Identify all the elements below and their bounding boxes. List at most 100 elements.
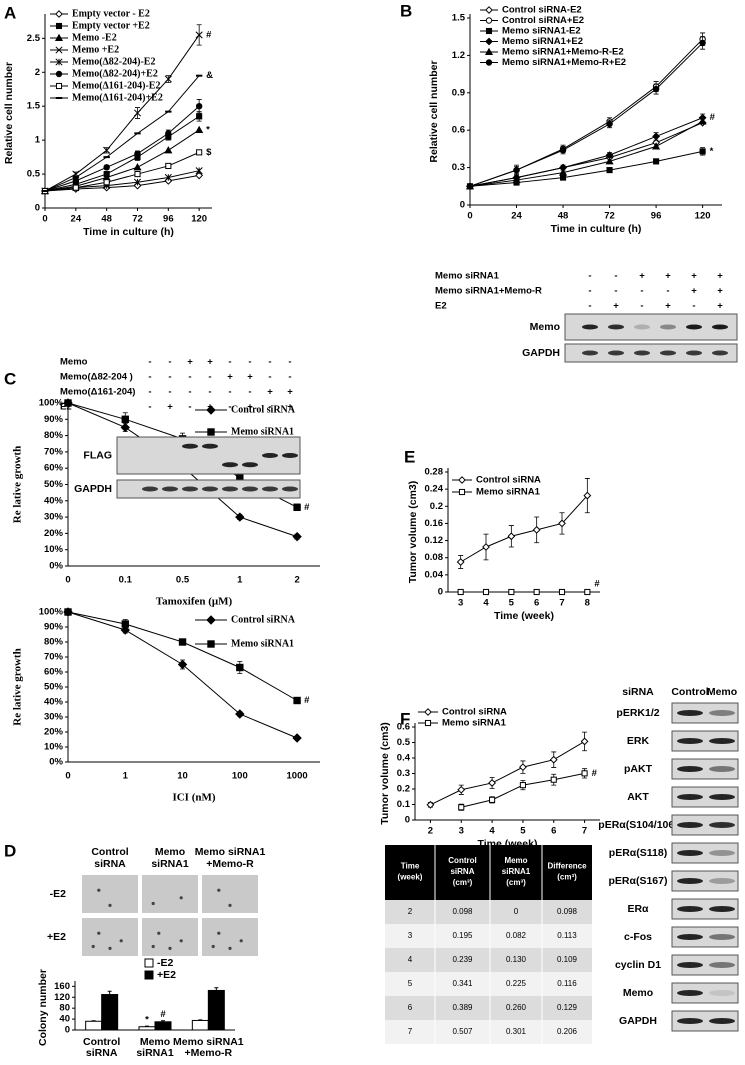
blot-band [709, 850, 735, 856]
marker [482, 543, 490, 551]
condition-sign: - [248, 357, 251, 368]
image-column-label: +Memo-R [206, 858, 254, 870]
table-cell: 4 [408, 955, 413, 964]
annotation: # [710, 112, 716, 123]
y-tick-label: 2 [35, 67, 40, 78]
blot-panel [671, 898, 739, 920]
colony [217, 931, 221, 935]
condition-sign: - [692, 301, 695, 312]
marker [508, 588, 515, 596]
blot-panel [671, 954, 739, 976]
y-tick-label: 40 [59, 1014, 70, 1025]
marker [55, 10, 63, 18]
marker [178, 638, 187, 646]
marker [580, 737, 589, 746]
condition-sign: - [208, 372, 211, 383]
marker [133, 109, 142, 117]
condition-sign: + [247, 402, 253, 413]
marker [195, 125, 204, 134]
marker [206, 615, 216, 625]
legend-label: Memo siRNA1-E2 [502, 26, 581, 37]
condition-label: Memo(Δ82-204 ) [60, 372, 133, 383]
marker [485, 59, 493, 66]
annotation: # [304, 695, 310, 706]
series-line [469, 42, 703, 187]
condition-sign: - [640, 286, 643, 297]
y-tick-label: 60% [44, 463, 64, 474]
x-tick-label: 120 [191, 214, 207, 225]
blot-header: Memo [707, 686, 737, 698]
legend-label: Control siRNA-E2 [502, 5, 582, 16]
panel-label: D [4, 841, 16, 860]
y-tick-label: 0.16 [425, 518, 444, 529]
blot-label: Memo [623, 987, 653, 999]
y-tick-label: 2.5 [27, 33, 41, 44]
table-header: (cm³) [506, 878, 526, 887]
colony [97, 888, 101, 892]
table-header: Time [401, 862, 420, 871]
x-tick-label: 0 [467, 211, 472, 222]
blot-band [709, 990, 735, 996]
y-tick-label: 0.24 [425, 484, 444, 495]
marker [512, 175, 521, 184]
colony [91, 944, 95, 949]
colony [228, 946, 232, 951]
blot-band [142, 486, 158, 492]
blot-band [677, 710, 703, 716]
table-cell: 7 [408, 1027, 413, 1036]
table-cell: 0.260 [506, 1003, 527, 1012]
blot-label: cyclin D1 [615, 959, 661, 971]
condition-sign: + [167, 402, 173, 413]
annotation: * [145, 1015, 149, 1026]
image-row-label: +E2 [47, 931, 66, 943]
marker [164, 173, 172, 182]
condition-sign: + [665, 301, 671, 312]
blot-band [677, 766, 703, 772]
y-tick-label: 90% [44, 622, 64, 633]
condition-sign: - [666, 286, 669, 297]
marker [195, 31, 203, 39]
marker [605, 157, 614, 165]
blot-band [709, 738, 735, 744]
y-tick-label: 0.6 [397, 722, 410, 733]
blot-band [677, 878, 703, 884]
blot-band [202, 443, 218, 449]
blot-header: Control [671, 686, 708, 698]
condition-sign: - [148, 402, 151, 413]
x-tick-label: 0 [65, 575, 70, 586]
table-cell: 0.082 [506, 931, 527, 940]
condition-sign: + [207, 357, 213, 368]
marker [195, 171, 204, 180]
marker [584, 588, 591, 596]
marker [165, 130, 172, 137]
blot-band [582, 350, 598, 356]
y-axis-title: Colony number [37, 969, 49, 1046]
colony-image [142, 875, 198, 913]
blot-band [282, 486, 298, 492]
blot-band [709, 878, 735, 884]
condition-sign: - [148, 372, 151, 383]
condition-label: E2 [435, 301, 447, 312]
marker [550, 776, 557, 783]
blot-panel [671, 702, 739, 724]
legend-label: Control siRNA [231, 404, 296, 415]
condition-sign: - [168, 372, 171, 383]
y-tick-label: 0% [49, 561, 63, 572]
marker [484, 47, 494, 56]
image-column-label: Memo [155, 846, 185, 858]
blot-label: GAPDH [619, 1015, 657, 1027]
blot-band [262, 486, 278, 492]
condition-sign: - [228, 387, 231, 398]
marker [292, 733, 302, 743]
condition-sign: - [588, 286, 591, 297]
error-bar [198, 1019, 203, 1021]
y-tick-label: 0.6 [452, 125, 465, 136]
x-tick-label: 96 [651, 211, 662, 222]
x-tick-label: 2 [428, 826, 433, 837]
y-axis-title: Re lative growth [12, 648, 24, 725]
table-header: (cm³) [557, 873, 577, 882]
table-cell: 0.195 [452, 931, 473, 940]
x-tick-label: 8 [585, 598, 590, 609]
y-tick-label: 90% [44, 414, 64, 425]
x-tick-label: 24 [511, 211, 522, 222]
